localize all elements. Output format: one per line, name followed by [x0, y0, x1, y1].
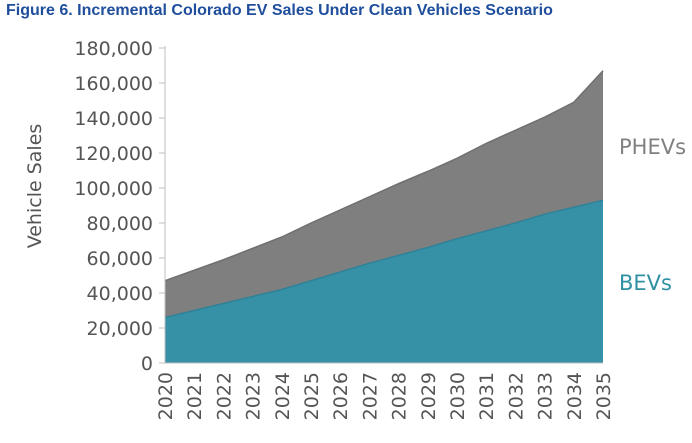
- y-tick-label: 0: [141, 353, 153, 375]
- phevs-area: [165, 70, 603, 318]
- x-tick-label: 2033: [535, 372, 557, 420]
- x-tick-label: 2030: [447, 372, 469, 420]
- y-tick-label: 140,000: [74, 108, 153, 130]
- x-tick-label: 2029: [418, 372, 440, 420]
- y-tick-label: 100,000: [74, 178, 153, 200]
- y-tick-label: 160,000: [74, 73, 153, 95]
- x-tick-label: 2034: [564, 372, 586, 420]
- y-tick-label: 120,000: [74, 143, 153, 165]
- bevs-label: BEVs: [619, 271, 672, 295]
- x-tick-label: 2022: [213, 372, 235, 420]
- x-tick-label: 2026: [330, 372, 352, 420]
- y-tick-label: 40,000: [87, 283, 153, 305]
- x-tick-label: 2027: [359, 372, 381, 420]
- x-tick-label: 2025: [301, 372, 323, 420]
- x-tick-label: 2028: [389, 372, 411, 420]
- bevs-area: [165, 200, 603, 363]
- phevs-line: [164, 70, 604, 282]
- phevs-label: PHEVs: [619, 135, 686, 159]
- x-tick-label: 2035: [593, 372, 615, 420]
- y-axis-label: Vehicle Sales: [24, 124, 46, 249]
- y-tick-label: 80,000: [87, 213, 153, 235]
- x-tick-label: 2024: [272, 372, 294, 420]
- y-tick-label: 20,000: [87, 318, 153, 340]
- figure-title: Figure 6. Incremental Colorado EV Sales …: [6, 2, 553, 19]
- x-tick-label: 2031: [476, 372, 498, 420]
- x-tick-label: 2020: [155, 372, 177, 420]
- x-tick-label: 2032: [505, 372, 527, 420]
- bevs-line: [164, 199, 604, 319]
- x-tick-label: 2021: [184, 372, 206, 420]
- y-tick-label: 60,000: [87, 248, 153, 270]
- y-tick-label: 180,000: [74, 38, 153, 60]
- x-tick-label: 2023: [243, 372, 265, 420]
